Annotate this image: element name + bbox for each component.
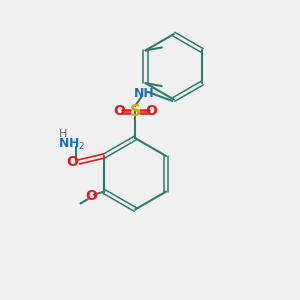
Text: NH: NH bbox=[134, 87, 155, 100]
Text: O: O bbox=[146, 104, 158, 118]
Text: S: S bbox=[130, 104, 141, 119]
Text: O: O bbox=[85, 189, 97, 203]
Text: NH$_2$: NH$_2$ bbox=[58, 136, 85, 152]
Text: H: H bbox=[58, 129, 67, 139]
Text: O: O bbox=[67, 155, 78, 169]
Text: O: O bbox=[113, 104, 125, 118]
